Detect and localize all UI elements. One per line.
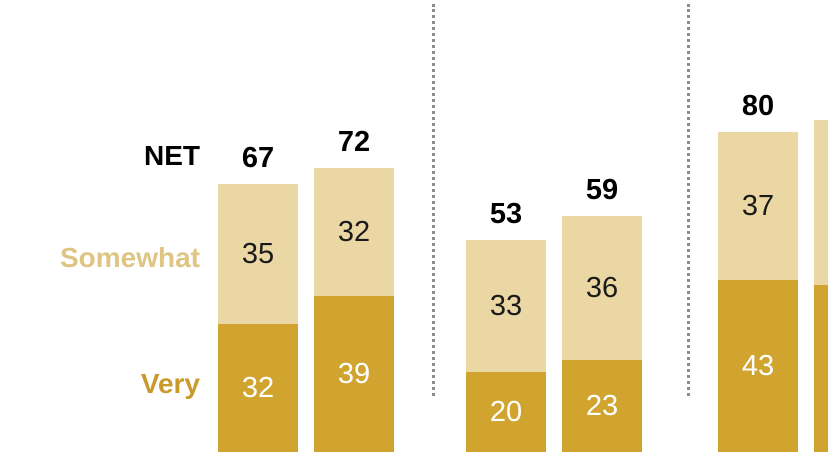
group-divider-dotted-line <box>432 4 435 396</box>
stacked-bar: 72 32 39 <box>314 126 394 452</box>
net-total-value: 59 <box>585 174 619 206</box>
net-total-value: 53 <box>489 198 523 230</box>
somewhat-segment: 37 <box>718 132 798 280</box>
group-divider-dotted-line <box>687 4 690 396</box>
very-value: 23 <box>585 389 619 422</box>
stacked-bar: 67 35 32 <box>218 142 298 452</box>
very-value: 43 <box>741 349 775 382</box>
very-segment: 23 <box>562 360 642 452</box>
somewhat-segment: 36 <box>562 216 642 360</box>
somewhat-segment: 33 <box>466 240 546 372</box>
somewhat-value: 37 <box>741 189 775 222</box>
somewhat-row-label: Somewhat <box>59 242 200 273</box>
very-value: 39 <box>337 357 371 390</box>
stacked-bar: 53 33 20 <box>466 198 546 452</box>
somewhat-segment: 35 <box>218 184 298 324</box>
very-segment: 43 <box>718 280 798 452</box>
stacked-bar-partial <box>814 120 828 452</box>
very-segment: 32 <box>218 324 298 452</box>
net-total-value: 80 <box>741 90 775 122</box>
net-total-value: 67 <box>241 142 275 174</box>
somewhat-value: 33 <box>489 289 523 322</box>
very-segment: 39 <box>314 296 394 452</box>
very-value: 32 <box>241 371 275 404</box>
very-segment <box>814 285 828 452</box>
very-row-label: Very <box>140 368 200 399</box>
stacked-bar: 59 36 23 <box>562 174 642 452</box>
net-row-label: NET <box>144 140 200 171</box>
somewhat-value: 36 <box>585 271 619 304</box>
somewhat-segment <box>814 120 828 285</box>
somewhat-value: 32 <box>337 215 371 248</box>
stacked-bar: 80 37 43 <box>718 90 798 452</box>
very-segment: 20 <box>466 372 546 452</box>
net-total-value: 72 <box>337 126 371 158</box>
somewhat-value: 35 <box>241 237 275 270</box>
very-value: 20 <box>489 395 523 428</box>
somewhat-segment: 32 <box>314 168 394 296</box>
